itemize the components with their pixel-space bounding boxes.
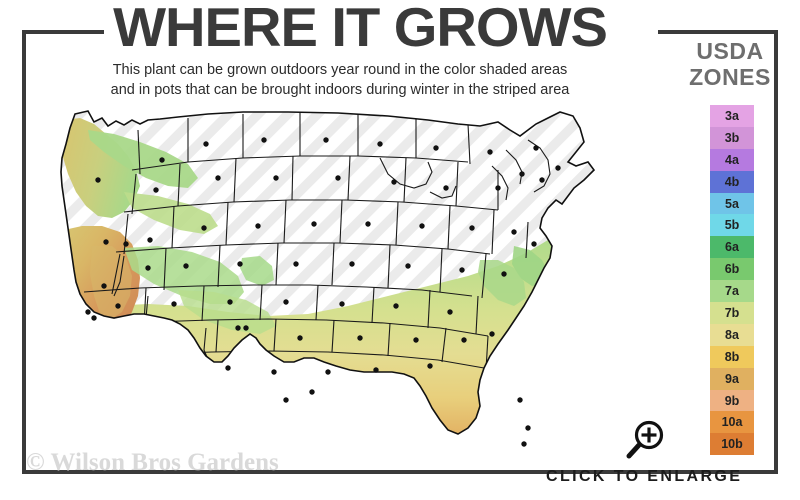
legend-swatch-7a: 7a [710,280,754,303]
magnifier-plus-icon[interactable] [620,418,668,462]
click-to-enlarge-label[interactable]: CLICK TO ENLARGE [546,468,743,485]
subtitle: This plant can be grown outdoors year ro… [40,60,640,100]
map-svg [60,110,596,447]
legend-swatch-label: 8a [725,327,739,342]
page-title: WHERE IT GROWS [113,0,608,58]
legend-swatch-label: 5b [724,218,740,233]
usda-hardiness-map[interactable] [28,100,648,460]
legend-swatch-label: 8b [724,349,740,364]
legend-title: USDA ZONES [672,38,788,90]
legend-swatch-label: 6b [724,262,740,277]
legend-swatch-label: 10a [721,415,743,430]
legend-title-line-2: ZONES [689,64,771,90]
country-outline [60,110,596,435]
usda-zone-legend: 3a 3b 4a 4b 5a 5b 6a 6b 7a 7b 8a 8b 9a 9b 10a 10b [710,105,754,456]
legend-swatch-label: 5a [725,196,739,211]
legend-swatch-10a: 10a [710,411,754,434]
subtitle-line-1: This plant can be grown outdoors year ro… [112,62,568,78]
legend-swatch-5b: 5b [710,214,754,237]
frame-left-border [22,30,26,474]
legend-swatch-label: 9b [724,393,740,408]
state-borders [83,113,551,434]
legend-swatch-label: 6a [725,240,739,255]
legend-swatch-4b: 4b [710,170,754,193]
legend-swatch-8a: 8a [710,323,754,346]
subtitle-line-2: and in pots that can be brought indoors … [110,82,570,98]
legend-swatch-8b: 8b [710,345,754,368]
legend-swatch-label: 4a [725,152,739,167]
legend-swatch-label: 4b [724,174,740,189]
legend-swatch-9a: 9a [710,367,754,390]
legend-swatch-label: 7a [725,284,739,299]
frame-top-right-border [658,30,778,34]
legend-title-line-1: USDA [696,38,764,64]
watermark: © Wilson Bros Gardens [26,449,279,476]
legend-swatch-5a: 5a [710,192,754,215]
legend-swatch-9b: 9b [710,389,754,412]
legend-swatch-6b: 6b [710,258,754,281]
frame-top-left-border [22,30,104,34]
legend-swatch-7b: 7b [710,302,754,324]
legend-swatch-6a: 6a [710,236,754,259]
frame-bottom-border [22,470,778,474]
map-fills [61,111,594,434]
legend-swatch-label: 3b [724,130,740,145]
city-dots [85,137,561,447]
legend-swatch-3b: 3b [710,126,754,149]
legend-swatch-4a: 4a [710,148,754,171]
legend-swatch-label: 10b [721,437,743,452]
legend-swatch-label: 7b [724,305,740,320]
legend-swatch-label: 3a [725,108,739,123]
legend-swatch-10b: 10b [710,433,754,456]
legend-swatch-3a: 3a [710,105,754,127]
frame-right-border [774,30,778,474]
legend-swatch-label: 9a [725,371,739,386]
